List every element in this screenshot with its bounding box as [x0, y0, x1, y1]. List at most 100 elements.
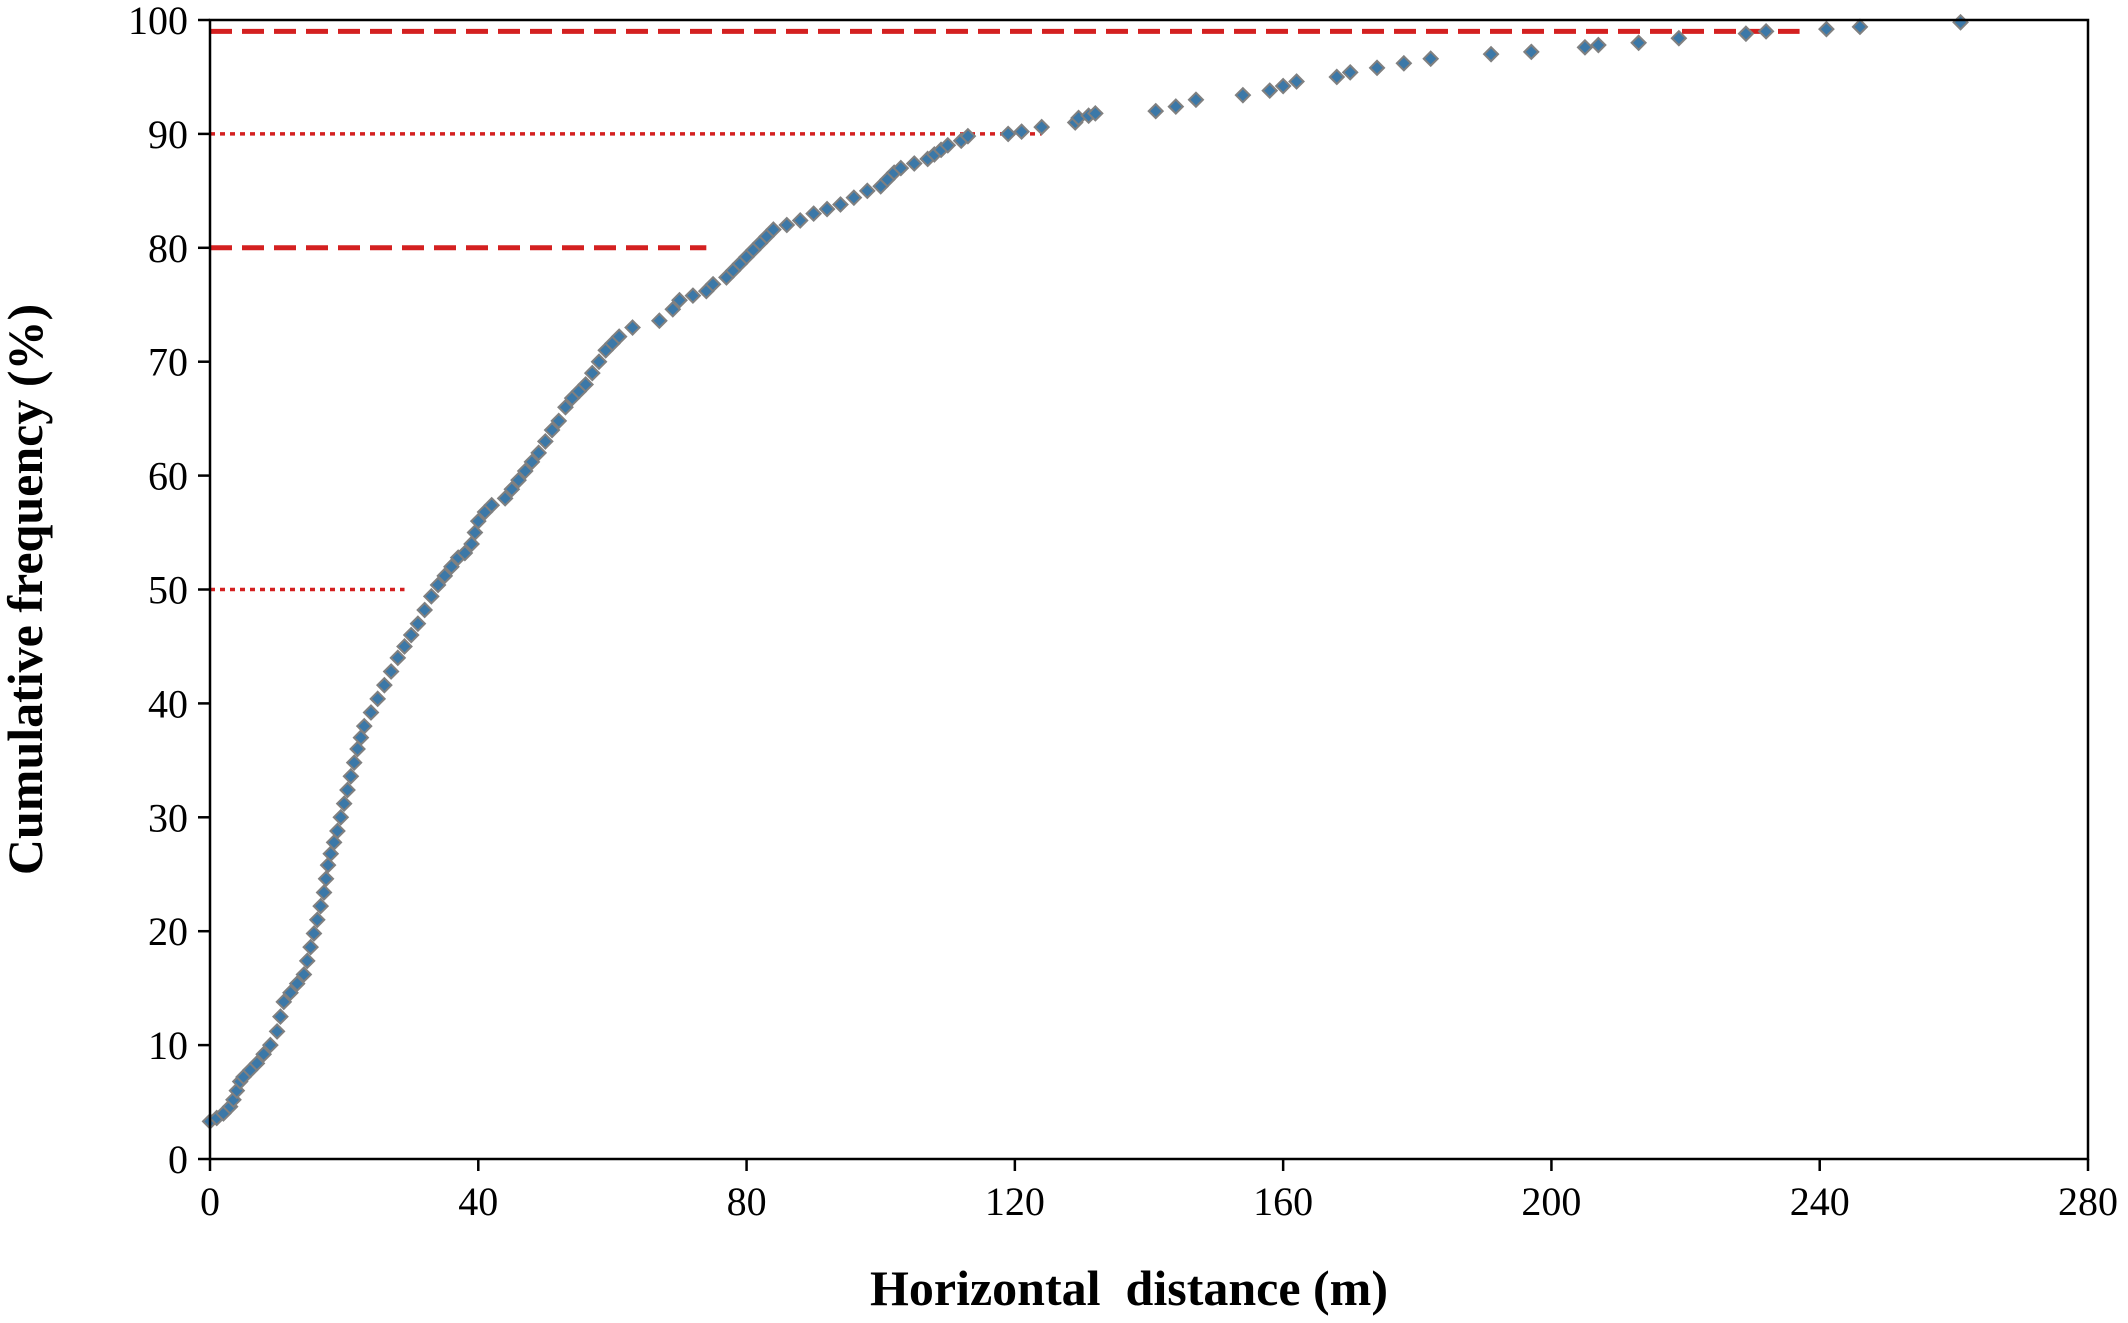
y-tick-label: 60: [148, 454, 188, 499]
data-point: [483, 496, 501, 514]
data-point: [516, 462, 534, 480]
data-point: [1013, 123, 1030, 141]
data-point: [369, 690, 387, 708]
data-point: [624, 319, 641, 336]
data-point: [315, 884, 333, 901]
data-point: [557, 398, 574, 416]
data-point: [805, 205, 823, 223]
data-point: [1482, 45, 1500, 63]
x-tick-label: 280: [2058, 1179, 2118, 1224]
data-point: [536, 433, 554, 450]
data-point: [1086, 104, 1104, 122]
data-point: [496, 489, 514, 507]
data-point: [443, 558, 460, 576]
data-point: [456, 544, 474, 562]
y-tick-label: 20: [148, 909, 188, 954]
x-axis-ticks: 0 40 80 120 160 200 240 280: [200, 1159, 2118, 1224]
data-point: [704, 275, 722, 293]
data-point: [261, 1036, 279, 1054]
data-point: [577, 376, 595, 393]
data-point: [288, 975, 306, 993]
data-point: [905, 155, 923, 172]
x-tick-label: 0: [200, 1179, 220, 1224]
data-point: [396, 638, 413, 655]
data-point: [1368, 59, 1386, 77]
data-point: [1818, 20, 1835, 38]
data-point: [1422, 50, 1440, 68]
data-point: [590, 353, 608, 371]
data-point: [295, 966, 313, 983]
data-point: [1670, 29, 1688, 47]
data-point: [1288, 73, 1305, 90]
data-point: [298, 952, 316, 970]
x-tick-label: 200: [1521, 1179, 1581, 1224]
data-point: [469, 512, 487, 530]
plot-area-frame: [208, 18, 2090, 1161]
data-point: [583, 364, 601, 382]
data-point: [959, 127, 977, 145]
data-point: [550, 412, 568, 430]
data-point: [317, 870, 335, 888]
data-point: [332, 808, 350, 826]
data-point: [402, 626, 420, 644]
data-point: [664, 300, 682, 318]
y-tick-label: 40: [148, 681, 188, 726]
y-tick-label: 30: [148, 795, 188, 840]
x-tick-label: 40: [458, 1179, 498, 1224]
data-point: [305, 925, 323, 942]
data-point: [1167, 98, 1185, 115]
data-point: [510, 471, 527, 489]
y-tick-label: 80: [148, 226, 188, 271]
data-point: [503, 480, 521, 498]
x-tick-label: 120: [985, 1179, 1045, 1224]
data-point: [389, 649, 407, 667]
data-point: [1341, 63, 1359, 81]
data-point: [845, 189, 863, 207]
data-point: [248, 1054, 266, 1072]
data-point: [382, 663, 400, 680]
data-point: [275, 993, 293, 1011]
data-point: [832, 196, 849, 213]
data-point: [523, 453, 541, 471]
data-point: [939, 136, 957, 154]
data-point: [1328, 68, 1346, 86]
data-point: [335, 795, 353, 813]
data-point: [778, 216, 796, 234]
data-point: [1630, 34, 1648, 52]
data-point: [1757, 22, 1775, 40]
data-point: [416, 601, 434, 619]
data-point: [1234, 86, 1252, 104]
data-point: [610, 328, 628, 346]
x-tick-label: 240: [1790, 1179, 1850, 1224]
data-point: [684, 287, 702, 305]
data-point: [436, 567, 454, 585]
reference-lines: [210, 28, 1800, 592]
data-point: [1395, 54, 1413, 72]
data-point: [362, 704, 380, 721]
data-point: [302, 938, 320, 956]
data-point: [255, 1045, 273, 1063]
y-tick-label: 100: [128, 0, 188, 43]
data-point: [282, 984, 299, 1002]
data-point: [671, 291, 688, 309]
x-tick-label: 80: [727, 1179, 767, 1224]
data-point: [342, 767, 360, 785]
data-point: [1274, 77, 1292, 95]
y-tick-label: 50: [148, 568, 188, 613]
data-point: [429, 576, 447, 594]
data-point: [312, 897, 330, 915]
data-point: [1851, 18, 1869, 36]
y-tick-label: 10: [148, 1023, 188, 1068]
y-tick-label: 90: [148, 112, 188, 157]
data-point: [355, 717, 373, 735]
data-point: [1187, 91, 1205, 109]
data-point: [1522, 43, 1540, 61]
data-point: [1576, 38, 1594, 56]
data-point: [892, 159, 910, 177]
data-point: [1033, 118, 1051, 136]
data-point: [345, 754, 363, 772]
data-point: [999, 125, 1017, 143]
y-tick-label: 70: [148, 340, 188, 385]
